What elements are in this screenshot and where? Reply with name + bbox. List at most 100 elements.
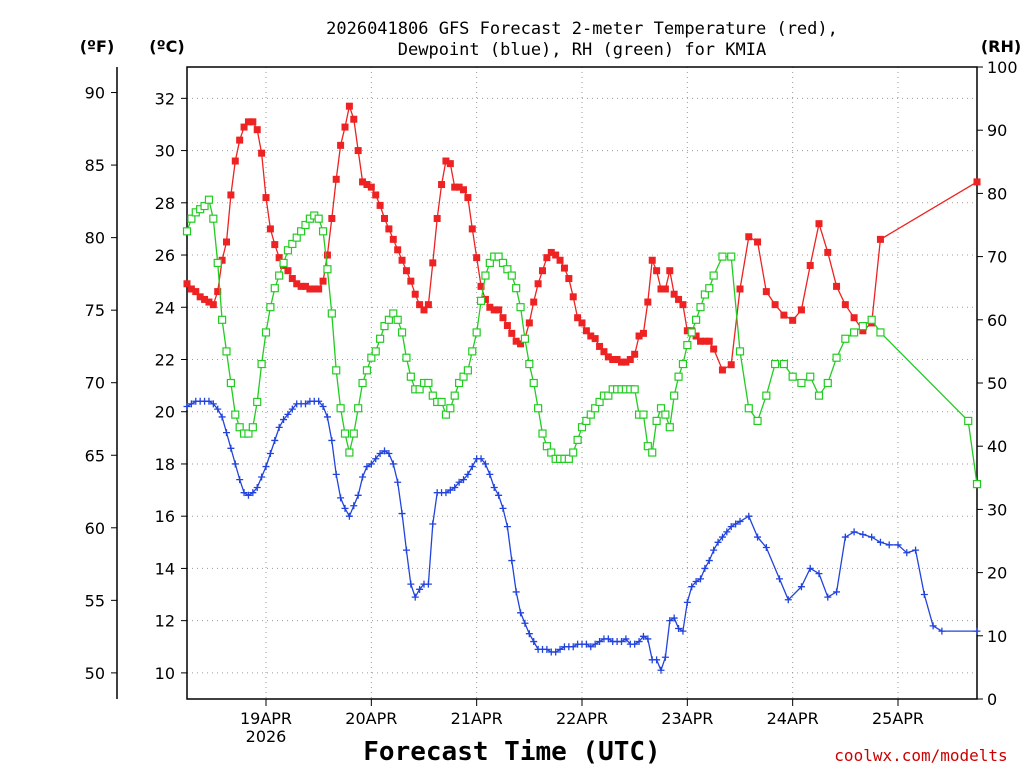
dewpoint-point <box>218 413 226 421</box>
dewpoint-point <box>209 400 217 408</box>
rh-point <box>700 290 709 299</box>
rh-tick-label: 80 <box>987 184 1007 203</box>
2-meter-temperature-point <box>293 280 301 288</box>
2-meter-temperature-point <box>262 194 270 202</box>
2-meter-temperature-point <box>604 353 612 361</box>
dewpoint-point <box>231 460 239 468</box>
rh-point <box>841 334 850 343</box>
rh-point <box>498 258 508 268</box>
dewpoint-point <box>337 494 345 502</box>
2-meter-temperature-point <box>582 327 590 335</box>
2-meter-temperature-point <box>350 115 358 123</box>
2-meter-temperature-point <box>543 254 551 262</box>
rh-point <box>520 334 530 343</box>
rh-point <box>244 429 253 438</box>
fahrenheit-tick-label: 60 <box>85 519 105 538</box>
x-tick-label: 25APR <box>872 709 924 728</box>
2-meter-temperature-point <box>574 314 582 322</box>
rh-point <box>735 347 745 356</box>
rh-point <box>823 378 832 388</box>
rh-point <box>762 391 771 400</box>
rh-point <box>683 340 692 350</box>
dewpoint-point <box>214 405 222 413</box>
2-meter-temperature-point <box>635 332 643 340</box>
2-meter-temperature-point <box>745 233 753 241</box>
rh-point <box>235 423 244 432</box>
rh-point <box>525 359 534 369</box>
rh-point <box>595 397 604 407</box>
dewpoint-point <box>359 473 367 481</box>
dewpoint-point <box>464 470 472 478</box>
2-meter-temperature-line <box>186 103 978 371</box>
dewpoint-point <box>675 624 683 632</box>
dewpoint-point <box>582 640 590 648</box>
rh-point <box>771 359 780 369</box>
dewpoint-point <box>288 405 296 413</box>
dewpoint-point <box>885 541 893 549</box>
dewpoint-point <box>481 460 489 468</box>
dewpoint-point <box>236 476 244 484</box>
2-meter-temperature-point <box>499 314 507 322</box>
2-meter-temperature-point <box>833 282 841 290</box>
2-meter-temperature-point <box>451 183 459 191</box>
2-meter-temperature-point <box>631 350 639 358</box>
rh-point <box>327 309 336 318</box>
2-meter-temperature-point <box>328 214 336 222</box>
2-meter-temperature-point <box>644 298 652 306</box>
celsius-tick-label: 20 <box>155 403 175 422</box>
fahrenheit-tick-label: 75 <box>85 301 105 320</box>
x-tick-label: 20APR <box>345 709 397 728</box>
dewpoint-point <box>315 397 323 405</box>
2-meter-temperature-point <box>547 248 555 256</box>
dewpoint-point <box>797 583 805 591</box>
dewpoint-point <box>714 538 722 546</box>
dewpoint-point <box>692 577 700 585</box>
dewpoint-point <box>354 491 362 499</box>
celsius-tick-label: 14 <box>155 559 175 578</box>
dewpoint-point <box>679 627 687 635</box>
rh-tick-label: 70 <box>987 248 1007 267</box>
rh-point <box>665 423 674 432</box>
2-meter-temperature-point <box>762 288 770 296</box>
dewpoint-point <box>266 450 274 458</box>
dewpoint-point <box>363 463 371 471</box>
rh-point <box>639 410 648 419</box>
dewpoint-point <box>517 609 525 617</box>
dewpoint-point <box>525 630 533 638</box>
fahrenheit-tick-label: 85 <box>85 156 105 175</box>
2-meter-temperature-point <box>705 337 713 345</box>
2-meter-temperature-point <box>824 248 832 256</box>
dewpoint-point <box>227 444 235 452</box>
rh-tick-label: 90 <box>987 121 1007 140</box>
rh-point <box>678 359 688 369</box>
dewpoint-point <box>451 483 459 491</box>
rh-tick-label: 20 <box>987 564 1007 583</box>
rh-point <box>428 391 437 400</box>
celsius-tick-label: 26 <box>155 246 175 265</box>
dewpoint-point <box>323 413 331 421</box>
dewpoint-point <box>429 520 437 528</box>
fahrenheit-tick-label: 70 <box>85 374 105 393</box>
rh-point <box>656 404 666 413</box>
dewpoint-point <box>372 455 380 463</box>
celsius-tick-label: 32 <box>155 89 175 108</box>
dewpoint-line <box>186 400 977 673</box>
dewpoint-point <box>490 483 498 491</box>
fahrenheit-unit-label: (ºF) <box>80 37 115 56</box>
dewpoint-point <box>205 397 213 405</box>
2-meter-temperature-point <box>666 267 674 275</box>
dewpoint-point <box>552 648 560 656</box>
2-meter-temperature-point <box>517 340 525 348</box>
rh-point <box>336 404 345 413</box>
2-meter-temperature-point <box>490 306 498 314</box>
rh-point <box>806 372 815 381</box>
2-meter-temperature-point <box>639 329 647 337</box>
2-meter-temperature-point <box>363 181 371 189</box>
dewpoint-point <box>841 533 849 541</box>
dewpoint-point <box>394 478 402 486</box>
dewpoint-point <box>701 564 709 572</box>
dewpoint-point <box>244 491 252 499</box>
2-meter-temperature-point <box>407 277 415 285</box>
dewpoint-point <box>639 632 647 640</box>
dewpoint-point <box>569 643 577 651</box>
